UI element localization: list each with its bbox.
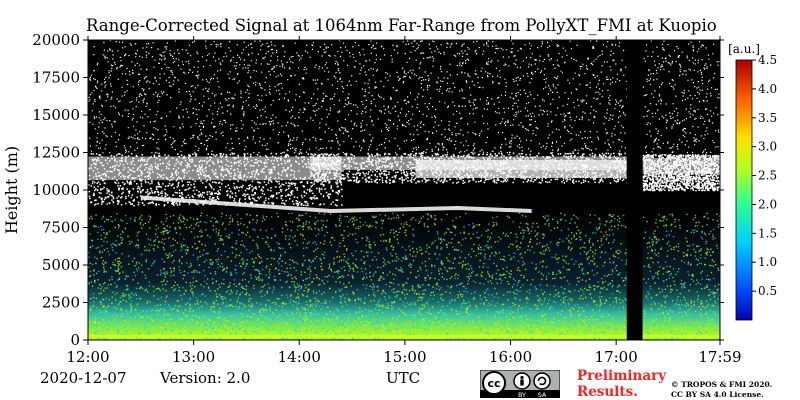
- preliminary-notice: Preliminary Results.: [577, 368, 666, 400]
- y-tick-label: 5000: [42, 256, 80, 274]
- y-axis-label: Height (m): [2, 146, 21, 234]
- cc-icon: [482, 371, 506, 395]
- colorbar-tick-label: 2.0: [758, 197, 777, 211]
- y-tick-label: 0: [70, 331, 80, 349]
- cloud-speckle: [642, 154, 720, 192]
- colorbar-unit: [a.u.]: [728, 42, 760, 56]
- colorbar-tick-label: 4.5: [758, 53, 777, 67]
- aerosol-speckle: [91, 212, 720, 340]
- svg-text:cc: cc: [487, 377, 500, 390]
- colorbar-tick-label: 2.5: [758, 169, 777, 183]
- y-tick-label: 17500: [32, 69, 80, 87]
- x-tick-label: 12:00: [66, 348, 109, 366]
- copyright-line-2: CC BY SA 4.0 License.: [671, 390, 764, 399]
- y-tick-label: 20000: [32, 31, 80, 49]
- colorbar-tick-label: 1.5: [758, 226, 777, 240]
- chart-title: Range-Corrected Signal at 1064nm Far-Ran…: [86, 16, 717, 35]
- y-tick-label: 12500: [32, 144, 80, 162]
- signal-heatmap: [88, 40, 720, 340]
- colorbar: [735, 59, 753, 321]
- copyright-notice: © TROPOS & FMI 2020. CC BY SA 4.0 Licens…: [671, 380, 772, 400]
- date-label: 2020-12-07: [40, 369, 127, 387]
- ground-signal: [88, 334, 720, 338]
- svg-text:SA: SA: [538, 391, 547, 398]
- cloud-speckle: [88, 152, 343, 207]
- no-data-gap: [626, 40, 643, 340]
- x-tick-label: 17:00: [595, 348, 638, 366]
- utc-label: UTC: [386, 369, 421, 387]
- svg-text:BY: BY: [518, 391, 526, 398]
- x-tick-label: 17:59: [698, 348, 741, 366]
- x-tick-label: 13:00: [172, 348, 215, 366]
- colorbar-tick-label: 3.0: [758, 140, 777, 154]
- copyright-line-1: © TROPOS & FMI 2020.: [671, 380, 773, 389]
- preliminary-line-1: Preliminary: [577, 368, 667, 384]
- colorbar-tick-label: 0.5: [758, 284, 777, 298]
- colorbar-tick-label: 4.0: [758, 82, 777, 96]
- version-label: Version: 2.0: [160, 369, 251, 387]
- x-tick-label: 16:00: [489, 348, 532, 366]
- preliminary-line-2: Results.: [577, 384, 638, 400]
- sa-icon: [533, 372, 551, 390]
- y-tick-label: 2500: [42, 294, 80, 312]
- aerosol-layer: [88, 212, 720, 340]
- x-tick-label: 15:00: [383, 348, 426, 366]
- x-tick-label: 14:00: [278, 348, 321, 366]
- cloud-dense: [415, 160, 627, 178]
- colorbar-ticks: 0.5 1.0 1.5 2.0 2.5 3.0 3.5 4.0 4.5: [752, 53, 777, 298]
- y-tick-label: 15000: [32, 106, 80, 124]
- colorbar-tick-label: 1.0: [758, 255, 777, 269]
- colorbar-tick-label: 3.5: [758, 111, 777, 125]
- y-tick-label: 10000: [32, 181, 80, 199]
- cc-by-sa-badge: cc BY SA: [480, 370, 560, 398]
- x-axis: 12:00 13:00 14:00 15:00 16:00 17:00 17:59: [66, 36, 742, 366]
- cloud-strand: [140, 195, 532, 214]
- y-axis: 0 2500 5000 7500 10000 12500 15000 17500 20000: [32, 31, 724, 349]
- y-tick-label: 7500: [42, 219, 80, 237]
